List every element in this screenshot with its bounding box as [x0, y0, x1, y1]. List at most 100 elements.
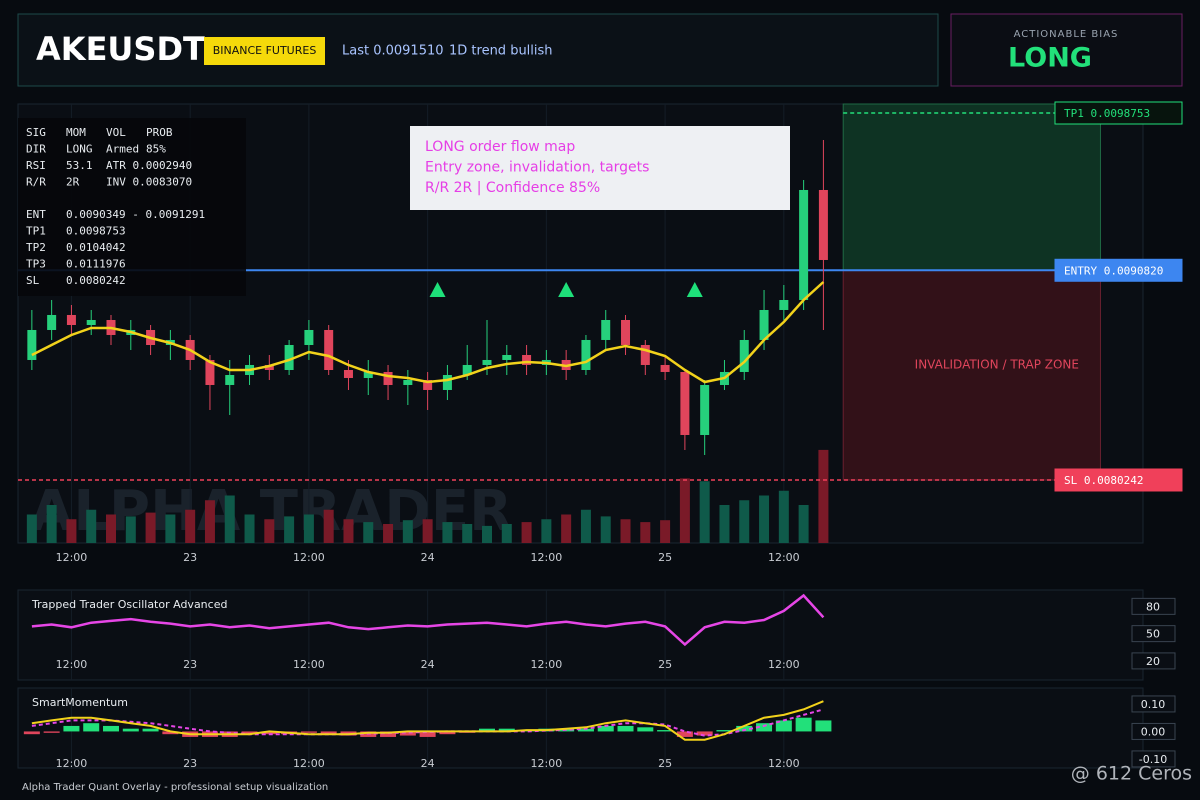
candle-body — [739, 339, 749, 372]
volume-bar — [600, 516, 611, 543]
level-badge — [1054, 468, 1183, 492]
level-badge — [1054, 258, 1183, 282]
level-label: ENTRY 0.0090820 — [1064, 264, 1163, 277]
x-tick-label: 23 — [183, 658, 197, 671]
momentum-bar — [83, 723, 100, 732]
volume-bar — [363, 522, 374, 543]
candle-body — [363, 371, 373, 378]
oscillator-line — [31, 593, 825, 647]
momentum-bar — [676, 731, 693, 737]
level-badge — [1054, 101, 1183, 125]
candle-body — [680, 371, 690, 435]
chart-layer: 12:00 23 12:00 24 12:00 25 12:00 INVALIDATION /… — [18, 101, 1183, 770]
stat-cell: 85% — [146, 143, 166, 156]
candle-body — [759, 309, 769, 340]
candle-body — [700, 384, 710, 435]
stat-cell: TP1 — [26, 225, 46, 238]
target-zone — [842, 103, 1101, 271]
x-tick-label: 12:00 — [768, 658, 800, 671]
candle-body — [304, 329, 314, 346]
momentum-bar — [399, 731, 416, 736]
volume-bar — [402, 520, 413, 543]
momentum-bar — [122, 728, 139, 732]
stat-cell: DIR — [26, 143, 46, 156]
momentum-bar — [795, 717, 812, 732]
momentum-bar — [756, 723, 773, 732]
volume-bar — [303, 514, 314, 543]
stat-cell: 2R — [66, 176, 80, 189]
candle-body — [66, 314, 76, 325]
y-tick-label: 0.00 — [1141, 725, 1166, 738]
oscillator-panel — [17, 589, 1144, 681]
zone-label: INVALIDATION / TRAP ZONE — [915, 358, 1079, 372]
momentum-bar — [696, 731, 713, 736]
x-tick-label: 25 — [658, 757, 672, 770]
stat-cell: ATR 0.0002940 — [106, 159, 192, 172]
y-tick-box — [1131, 652, 1176, 670]
volume-bar — [481, 525, 492, 543]
volume-bar — [86, 509, 97, 543]
volume-bar — [679, 478, 690, 543]
stat-cell: ENT — [26, 208, 46, 221]
momentum-bar — [637, 727, 654, 732]
momentum-bar — [320, 731, 337, 735]
volume-bar — [778, 490, 789, 543]
stat-cell: RSI — [26, 159, 46, 172]
momentum-bar — [142, 728, 159, 732]
volume-bar — [501, 524, 512, 543]
stat-cell: 53.1 — [66, 159, 93, 172]
stat-cell: 0.0080242 — [66, 274, 126, 287]
y-tick-label: 80 — [1146, 600, 1160, 613]
y-tick-label: 50 — [1146, 628, 1160, 641]
candle-body — [27, 329, 37, 360]
x-tick-label: 12:00 — [293, 658, 325, 671]
volume-bar — [442, 522, 453, 543]
candle-body — [581, 339, 591, 371]
momentum-bar — [617, 725, 634, 732]
volume-bar — [284, 516, 295, 543]
stat-cell: 0.0098753 — [66, 225, 126, 238]
last-price: Last 0.0091510 — [342, 44, 444, 59]
volume-bar — [383, 524, 394, 543]
momentum-bar — [597, 725, 614, 732]
volume-bar — [521, 522, 532, 543]
volume-bar — [798, 505, 809, 543]
momentum-bar — [43, 731, 60, 733]
stat-cell: LONG — [66, 143, 93, 156]
momentum-bar — [380, 731, 397, 737]
header-box — [17, 13, 939, 87]
stat-cell: TP2 — [26, 241, 46, 254]
momentum-bar — [103, 725, 120, 732]
candle-body — [403, 379, 413, 385]
x-tick-label: 12:00 — [293, 551, 325, 564]
signal-marker — [558, 281, 575, 297]
volume-bar — [699, 481, 710, 543]
stat-cell: 0.0104042 — [66, 241, 126, 254]
momentum-bar — [716, 730, 733, 732]
x-tick-label: 12:00 — [56, 658, 88, 671]
momentum-bar — [775, 720, 792, 732]
momentum-bar — [657, 730, 674, 732]
stat-cell: INV 0.0083070 — [106, 176, 192, 189]
x-tick-label: 12:00 — [768, 757, 800, 770]
volume-bar — [323, 509, 334, 543]
stat-cell: VOL — [106, 126, 126, 139]
volume-bar — [759, 495, 770, 543]
annotation-line: LONG order flow map — [425, 139, 575, 155]
volume-bar — [66, 519, 77, 543]
stat-cell: SL — [26, 274, 40, 287]
momentum-bar — [577, 728, 594, 732]
stat-cell: 0.0111976 — [66, 258, 126, 271]
x-tick-label: 24 — [421, 757, 435, 770]
y-tick-box — [1131, 695, 1176, 713]
volume-bar — [46, 505, 57, 543]
stats: SIG MOM VOL PROB DIR LONG Armed 85% RSI 53.1 ATR 0… — [26, 126, 205, 287]
momentum-bar — [815, 720, 832, 732]
level-label: SL 0.0080242 — [1064, 474, 1143, 487]
stat-cell: TP3 — [26, 258, 46, 271]
x-tick-label: 12:00 — [293, 757, 325, 770]
stat-cell: SIG — [26, 126, 46, 139]
volume-bar — [719, 505, 730, 543]
candle-body — [462, 364, 472, 375]
momentum-bar — [419, 731, 436, 737]
